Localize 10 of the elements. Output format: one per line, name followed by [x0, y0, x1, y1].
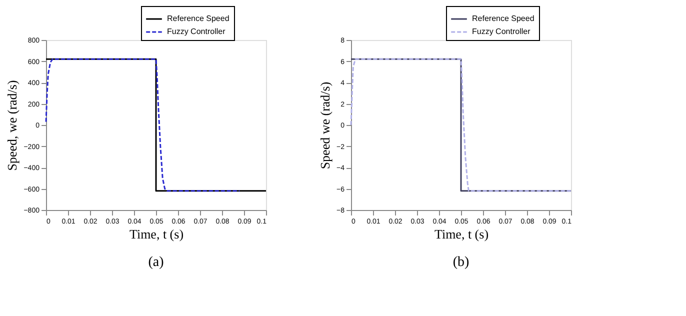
legend-label: Fuzzy Controller [167, 27, 226, 36]
legend-label: Fuzzy Controller [472, 27, 531, 36]
legend-label: Reference Speed [472, 14, 534, 23]
x-axis-title: Time, t (s) [129, 226, 184, 242]
y-axis-title: Speed we (rad/s) [318, 82, 333, 170]
text: (a) [148, 255, 164, 270]
x-axis-title: Time, t (s) [434, 226, 489, 242]
y-axis-title: Speed, we (rad/s) [4, 80, 20, 171]
legend-label: Reference Speed [167, 14, 230, 23]
text: (b) [452, 255, 470, 270]
